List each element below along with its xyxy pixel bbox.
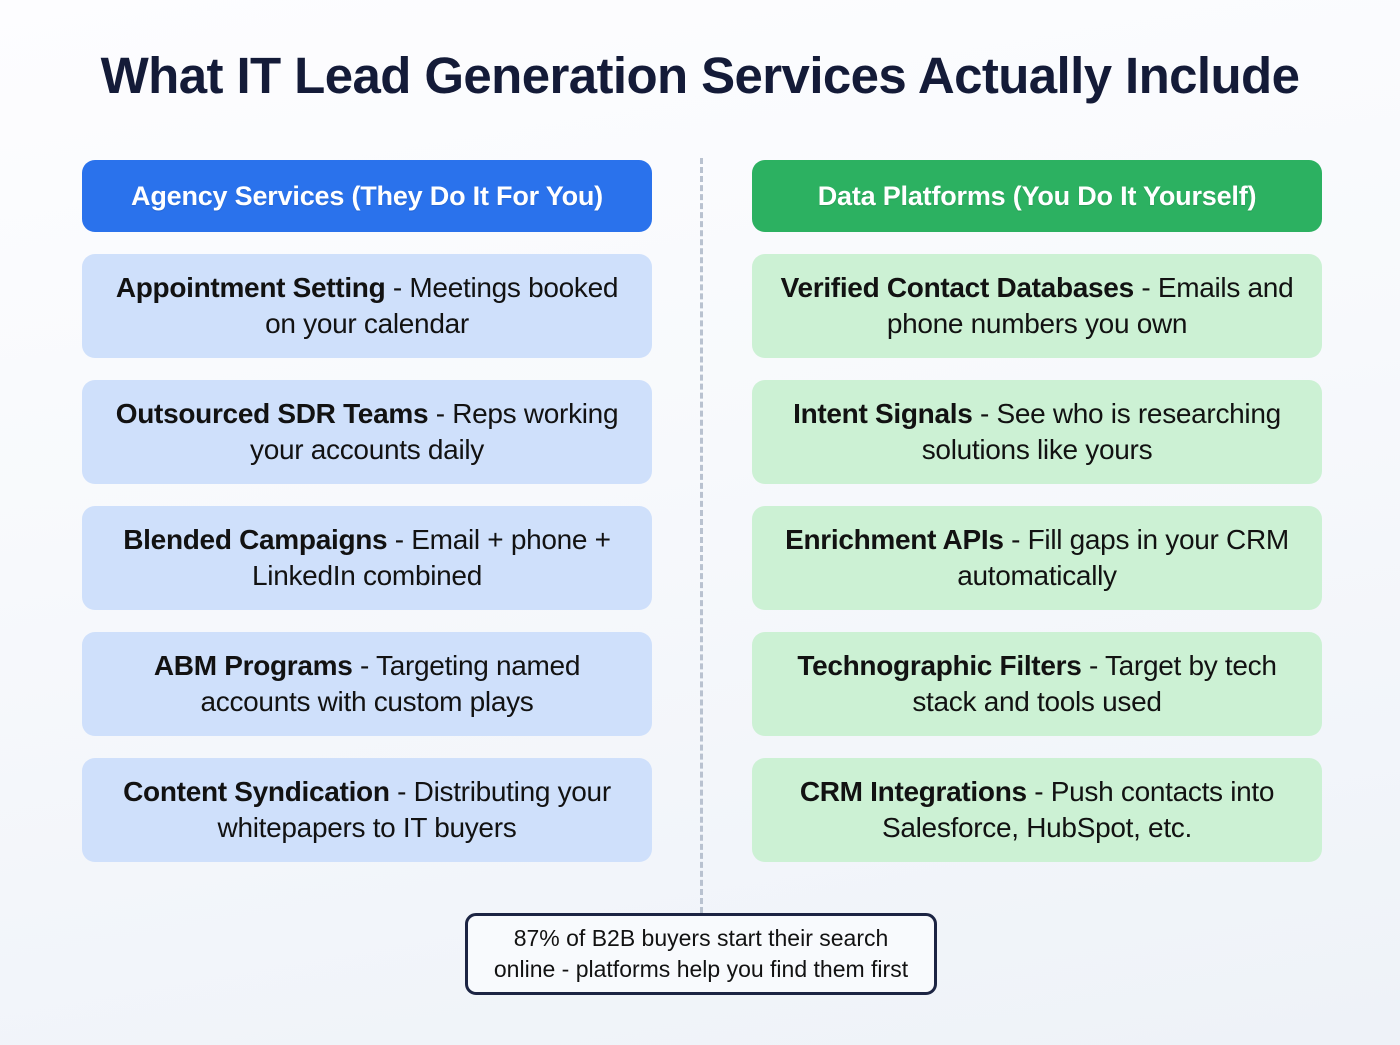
platform-card: Technographic Filters - Target by tech s… [752, 632, 1322, 736]
platform-description: - Target by tech stack and tools used [912, 649, 1277, 717]
service-card-text: ABM Programs - Targeting named accounts … [100, 648, 634, 721]
footnote-callout: 87% of B2B buyers start their search onl… [465, 913, 937, 995]
service-card-text: Outsourced SDR Teams - Reps working your… [100, 396, 634, 469]
platform-term: Enrichment APIs [785, 523, 1004, 555]
platform-card-text: Enrichment APIs - Fill gaps in your CRM … [770, 522, 1304, 595]
platform-card: Enrichment APIs - Fill gaps in your CRM … [752, 506, 1322, 610]
service-description: - Targeting named accounts with custom p… [200, 649, 581, 717]
service-card: Appointment Setting - Meetings booked on… [82, 254, 652, 358]
service-card-text: Appointment Setting - Meetings booked on… [100, 270, 634, 343]
platform-term: Intent Signals [793, 397, 973, 429]
service-card: Content Syndication - Distributing your … [82, 758, 652, 862]
column-header-data-platforms: Data Platforms (You Do It Yourself) [752, 160, 1322, 232]
platform-card-text: Verified Contact Databases - Emails and … [770, 270, 1304, 343]
service-term: Content Syndication [123, 775, 390, 807]
column-data-platforms: Data Platforms (You Do It Yourself) Veri… [752, 160, 1322, 862]
platform-term: Technographic Filters [797, 649, 1082, 681]
service-term: Outsourced SDR Teams [115, 397, 429, 429]
column-agency-services: Agency Services (They Do It For You) App… [82, 160, 652, 862]
page-title: What IT Lead Generation Services Actuall… [100, 47, 1300, 104]
platform-description: - See who is researching solutions like … [921, 397, 1281, 465]
platform-card-text: Technographic Filters - Target by tech s… [770, 648, 1304, 721]
service-card: Blended Campaigns - Email + phone + Link… [82, 506, 652, 610]
service-card: ABM Programs - Targeting named accounts … [82, 632, 652, 736]
service-term: ABM Programs [153, 649, 353, 681]
service-description: - Distributing your whitepapers to IT bu… [217, 775, 612, 843]
column-header-agency-services: Agency Services (They Do It For You) [82, 160, 652, 232]
platform-term: Verified Contact Databases [780, 271, 1135, 303]
platform-card-text: CRM Integrations - Push contacts into Sa… [770, 774, 1304, 847]
service-card-text: Content Syndication - Distributing your … [100, 774, 634, 847]
service-term: Blended Campaigns [123, 523, 388, 555]
platform-description: - Fill gaps in your CRM automatically [957, 523, 1289, 591]
platform-card: Intent Signals - See who is researching … [752, 380, 1322, 484]
service-term: Appointment Setting [115, 271, 386, 303]
column-divider [700, 158, 703, 913]
platform-card: Verified Contact Databases - Emails and … [752, 254, 1322, 358]
platform-card: CRM Integrations - Push contacts into Sa… [752, 758, 1322, 862]
platform-term: CRM Integrations [799, 775, 1027, 807]
platform-description: - Emails and phone numbers you own [886, 271, 1294, 339]
platform-description: - Push contacts into Salesforce, HubSpot… [881, 775, 1275, 843]
platform-card-text: Intent Signals - See who is researching … [770, 396, 1304, 469]
service-description: - Meetings booked on your calendar [265, 271, 619, 339]
service-card: Outsourced SDR Teams - Reps working your… [82, 380, 652, 484]
service-description: - Reps working your accounts daily [250, 397, 619, 465]
service-card-text: Blended Campaigns - Email + phone + Link… [100, 522, 634, 595]
service-description: - Email + phone + LinkedIn combined [252, 523, 611, 591]
